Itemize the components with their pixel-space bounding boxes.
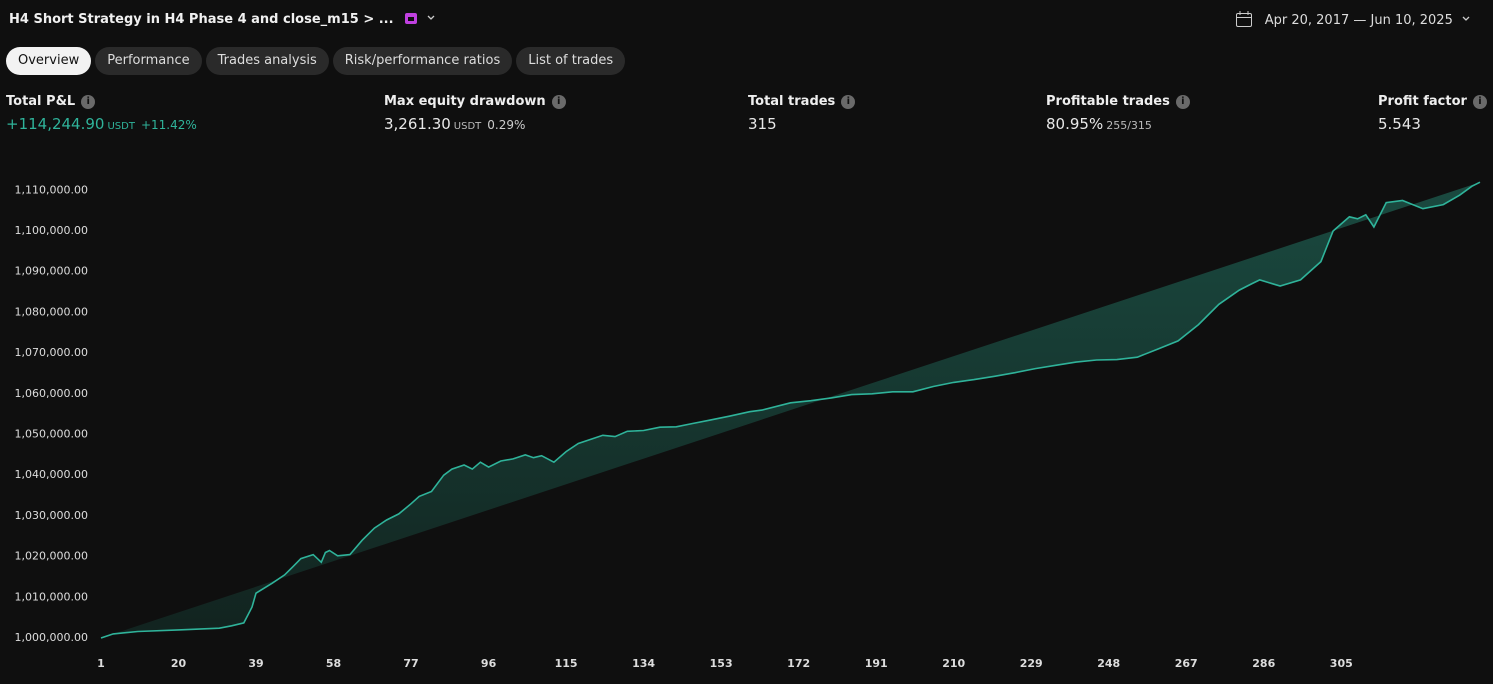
- tab-bar: Overview Performance Trades analysis Risk/p…: [6, 47, 626, 75]
- y-tick-label: 1,040,000.00: [15, 468, 88, 481]
- metric-value: 3,261.30: [384, 115, 451, 133]
- y-tick-label: 1,090,000.00: [15, 265, 88, 278]
- info-icon[interactable]: i: [1175, 94, 1190, 109]
- metric-label-text: Max equity drawdown: [384, 94, 546, 109]
- metric-unit: USDT: [107, 121, 135, 132]
- metric-value: 80.95%: [1046, 115, 1104, 133]
- x-tick-label: 77: [403, 657, 418, 670]
- x-tick-label: 229: [1020, 657, 1043, 670]
- metric: Total trades i 315: [748, 94, 856, 133]
- y-tick-label: 1,020,000.00: [15, 550, 88, 563]
- info-icon[interactable]: i: [551, 94, 566, 109]
- metric-label: Max equity drawdown i: [384, 94, 566, 109]
- tab[interactable]: Trades analysis: [205, 47, 329, 75]
- strategy-title[interactable]: H4 Short Strategy in H4 Phase 4 and clos…: [9, 11, 436, 27]
- x-tick-label: 96: [481, 657, 497, 670]
- x-tick-label: 286: [1252, 657, 1275, 670]
- x-tick-label: 39: [248, 657, 263, 670]
- metric-value-row: 80.95% 255/315: [1046, 115, 1190, 133]
- x-tick-label: 1: [97, 657, 105, 670]
- metric-change: +11.42%: [140, 118, 197, 132]
- metric-value-row: 5.543: [1378, 115, 1487, 133]
- metric-value: 315: [748, 115, 777, 133]
- metric: Profitable trades i 80.95% 255/315: [1046, 94, 1190, 133]
- metric-label: Profit factor i: [1378, 94, 1487, 109]
- info-icon[interactable]: i: [841, 94, 856, 109]
- metric-value-row: 3,261.30 USDT 0.29%: [384, 115, 566, 133]
- title-text: H4 Short Strategy in H4 Phase 4 and clos…: [9, 12, 394, 27]
- x-tick-label: 134: [632, 657, 655, 670]
- tab[interactable]: List of trades: [516, 47, 626, 75]
- metric-label: Total trades i: [748, 94, 856, 109]
- metric-value: 5.543: [1378, 115, 1421, 133]
- metric-label-text: Profitable trades: [1046, 94, 1170, 109]
- equity-line: [100, 181, 1481, 639]
- x-tick-label: 305: [1330, 657, 1353, 670]
- metric-unit: USDT: [453, 121, 482, 132]
- strategy-icon: [405, 13, 418, 24]
- metric-value: +114,244.90: [6, 115, 105, 133]
- calendar-icon: [1235, 11, 1252, 27]
- y-tick-label: 1,110,000.00: [15, 183, 88, 196]
- y-tick-label: 1,070,000.00: [15, 346, 88, 359]
- metric-change: 0.29%: [487, 118, 526, 132]
- y-tick-label: 1,030,000.00: [15, 509, 88, 522]
- metric-label-text: Total P&L: [6, 94, 76, 109]
- x-tick-label: 58: [326, 657, 341, 670]
- info-icon[interactable]: i: [81, 94, 96, 109]
- y-tick-label: 1,060,000.00: [15, 387, 88, 400]
- x-tick-label: 153: [710, 657, 733, 670]
- x-tick-label: 210: [942, 657, 965, 670]
- x-tick-label: 191: [865, 657, 888, 670]
- y-tick-label: 1,000,000.00: [15, 631, 88, 644]
- metric-label: Profitable trades i: [1046, 94, 1190, 109]
- y-tick-label: 1,010,000.00: [15, 590, 88, 603]
- x-tick-label: 172: [787, 657, 810, 670]
- chevron: [1462, 16, 1470, 21]
- chevron: [427, 15, 435, 20]
- metric-value-row: 315: [748, 115, 855, 133]
- date-range-picker[interactable]: Apr 20, 2017 — Jun 10, 2025: [1235, 10, 1471, 28]
- x-tick-label: 20: [171, 657, 187, 670]
- y-tick-label: 1,100,000.00: [15, 224, 88, 237]
- tab[interactable]: Performance: [95, 47, 202, 75]
- date-range: Apr 20, 2017 — Jun 10, 2025: [1264, 13, 1453, 28]
- x-tick-label: 248: [1097, 657, 1120, 670]
- metric: Max equity drawdown i 3,261.30 USDT 0.29%: [384, 94, 566, 133]
- tab[interactable]: Overview: [6, 47, 92, 75]
- metric-label-text: Profit factor: [1378, 94, 1467, 109]
- metric-change: 255/315: [1106, 119, 1152, 132]
- tab[interactable]: Risk/performance ratios: [332, 47, 513, 75]
- metric: Total P&L i +114,244.90 USDT +11.42%: [6, 94, 197, 133]
- metric: Profit factor i 5.543: [1378, 94, 1487, 133]
- equity-area: [101, 182, 1480, 638]
- metric-label-text: Total trades: [748, 94, 836, 109]
- metric-label: Total P&L i: [6, 94, 197, 109]
- y-tick-label: 1,080,000.00: [15, 305, 88, 318]
- x-tick-label: 115: [555, 657, 578, 670]
- metric-value-row: +114,244.90 USDT +11.42%: [6, 115, 197, 133]
- y-tick-label: 1,050,000.00: [15, 428, 88, 441]
- x-tick-label: 267: [1175, 657, 1198, 670]
- info-icon[interactable]: i: [1472, 94, 1487, 109]
